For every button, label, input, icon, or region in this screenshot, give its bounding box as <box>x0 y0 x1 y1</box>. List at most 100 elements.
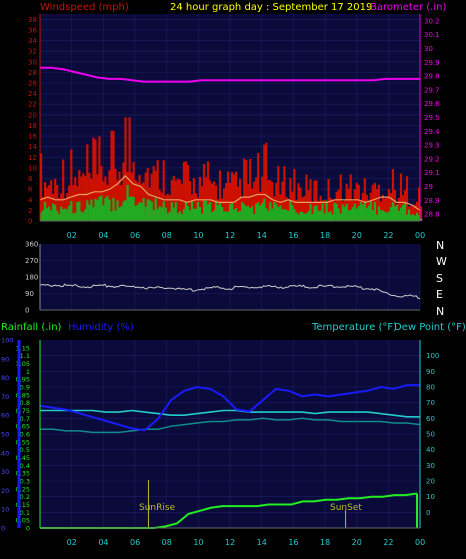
wind-gust-bar <box>180 184 183 221</box>
barometer-tick-label: 30.2 <box>424 17 440 25</box>
wind-gust-bar <box>301 197 304 221</box>
wind-gust-bar <box>218 170 222 221</box>
wind-gust-bar <box>277 165 280 221</box>
wind-average-bar <box>174 202 177 221</box>
wind-gust-bar <box>48 185 51 221</box>
wind-average-bar <box>96 200 99 221</box>
wind-gust-bar <box>327 179 330 221</box>
wind-gust-bar <box>247 183 250 221</box>
wind-gust-bar <box>124 117 127 221</box>
wind-average-bar <box>303 213 306 221</box>
wind-gust-bar <box>82 173 85 221</box>
wind-gust-bar <box>70 149 73 221</box>
wind-average-bar <box>102 205 105 221</box>
wind-average-bar <box>399 207 403 221</box>
wind-average-bar <box>86 200 89 221</box>
wind-average-bar <box>52 203 55 221</box>
wind-average-bar <box>100 195 103 221</box>
direction-tick-label: 270 <box>25 257 38 265</box>
wind-average-bar <box>229 203 232 221</box>
wind-tick-label: 18 <box>28 122 37 130</box>
wind-average-bar <box>138 202 141 221</box>
wind-gust-bar <box>166 193 169 221</box>
wind-gust-bar <box>204 177 208 221</box>
rainfall-tick-label: 1.05 <box>16 360 30 368</box>
wind-average-bar <box>283 209 286 221</box>
compass-east: E <box>436 288 443 301</box>
wind-gust-bar <box>309 179 312 221</box>
wind-gust-bar <box>146 168 149 221</box>
wind-gust-bar <box>56 185 59 221</box>
wind-average-bar <box>206 204 210 221</box>
hour-tick-label: 16 <box>288 538 298 547</box>
barometer-tick-label: 29.6 <box>424 100 440 108</box>
wind-gust-bar <box>100 166 103 221</box>
wind-average-bar <box>150 201 153 221</box>
humidity-tick-label: 80 <box>1 374 9 382</box>
wind-average-bar <box>42 210 45 221</box>
wind-gust-bar <box>200 185 203 221</box>
wind-tick-label: 0 <box>28 218 32 226</box>
wind-gust-bar <box>405 176 409 221</box>
wind-average-bar <box>56 210 59 221</box>
wind-average-bar <box>168 211 171 221</box>
rainfall-tick-label: 0.25 <box>16 485 30 493</box>
wind-average-bar <box>239 211 242 221</box>
wind-gust-bar <box>40 153 43 221</box>
wind-average-bar <box>40 212 43 221</box>
wind-average-bar <box>375 214 378 221</box>
wind-average-bar <box>80 211 83 221</box>
direction-tick-label: 180 <box>25 274 38 282</box>
wind-average-bar <box>221 207 224 221</box>
wind-gust-bar <box>184 161 187 221</box>
wind-gust-bar <box>182 162 185 221</box>
wind-tick-label: 6 <box>28 186 33 194</box>
wind-average-bar <box>237 212 240 221</box>
wind-gust-bar <box>136 182 139 221</box>
barometer-line <box>40 66 420 83</box>
wind-gust-bar <box>287 199 290 221</box>
wind-average-bar <box>190 201 193 221</box>
wind-average-bar <box>403 203 407 221</box>
wind-average-bar <box>104 197 107 221</box>
wind-tick-label: 14 <box>28 143 37 151</box>
wind-average-bar <box>122 201 125 221</box>
wind-gust-bar <box>110 130 113 221</box>
barometer-tick-label: 29.3 <box>424 142 440 150</box>
hour-tick-label: 20 <box>352 538 362 547</box>
hour-tick-label: 00 <box>415 538 425 547</box>
wind-average-bar <box>216 205 220 221</box>
wind-average-bar <box>367 205 370 221</box>
wind-average-bar <box>281 209 284 221</box>
wind-gust-bar <box>233 174 236 221</box>
hour-tick-label: 14 <box>257 231 267 240</box>
humidity-tick-label: 100 <box>1 337 13 345</box>
wind-average-bar <box>365 207 368 221</box>
wind-gust-bar <box>128 117 131 221</box>
wind-average-bar <box>66 209 69 221</box>
wind-average-bar <box>287 210 290 221</box>
wind-average-bar <box>261 202 264 221</box>
wind-average-line <box>39 175 421 211</box>
wind-average-bar <box>154 198 157 221</box>
wind-average-bar <box>379 210 382 221</box>
wind-average-bar <box>401 204 405 221</box>
humidity-tick-label: 60 <box>1 412 9 420</box>
wind-gust-bar <box>118 171 121 221</box>
wind-gust-bar <box>261 176 264 221</box>
wind-gust-bar <box>311 202 314 221</box>
wind-average-bar <box>106 195 109 221</box>
rainfall-axis-title: Rainfall (.in) <box>1 322 62 333</box>
wind-direction-line <box>39 283 421 300</box>
wind-average-bar <box>407 209 411 221</box>
wind-average-bar <box>243 204 246 221</box>
temperature-tick-label: 60 <box>426 415 435 423</box>
wind-gust-bar <box>293 169 296 221</box>
wind-gust-bar <box>150 173 153 221</box>
wind-average-bar <box>371 210 374 221</box>
wind-gust-bar <box>387 189 390 221</box>
wind-average-bar <box>373 201 376 221</box>
wind-average-bar <box>293 209 296 221</box>
wind-tick-label: 10 <box>28 164 37 172</box>
wind-average-bar <box>162 201 165 221</box>
